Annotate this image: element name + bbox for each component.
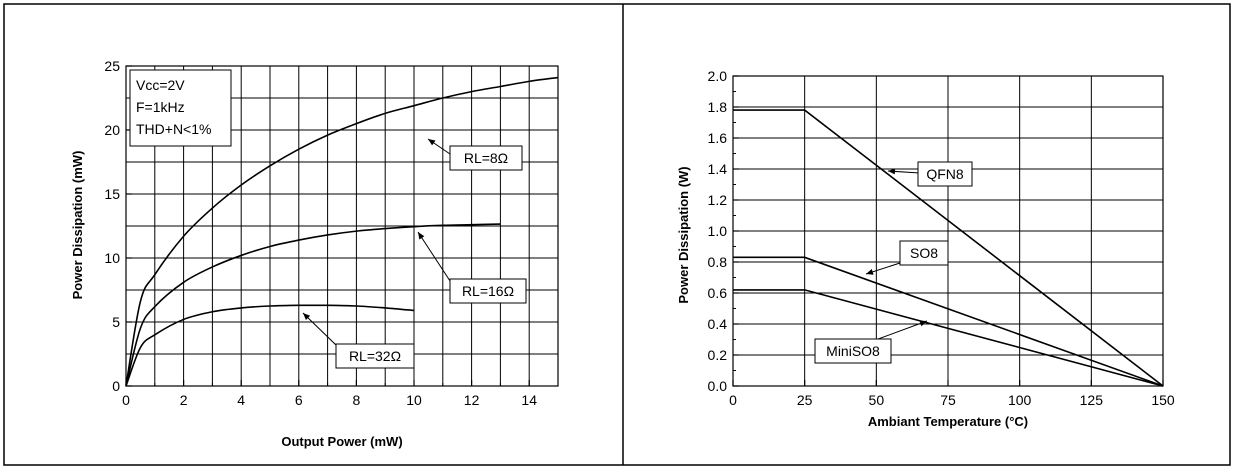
series-label-arrow-rl-32 (302, 312, 337, 346)
series-label-arrow-rl-16 (417, 231, 453, 285)
left-chart-y-tick-label: 25 (104, 58, 120, 74)
right-chart-y-tick-label: 0.4 (708, 316, 728, 332)
series-label-arrowhead-rl-8 (428, 139, 436, 146)
series-label-so8: SO8 (910, 245, 938, 261)
right-chart-ticks: 0 25 50 75 100 125 150 0.0 0.2 0.4 0.6 0.8 1.0 1.2 1.4… (708, 68, 1175, 408)
left-chart-y-tick-label: 10 (104, 250, 120, 266)
left-chart-x-tick-label: 10 (406, 392, 422, 408)
figure-frame (3, 3, 1231, 466)
series-label-arrowhead-rl-32 (303, 313, 311, 321)
series-label-rl-16: RL=16Ω (462, 283, 514, 299)
right-chart-y-tick-label: 0.6 (708, 285, 728, 301)
series-line-qfn8 (733, 109, 1164, 387)
right-chart-x-tick-label: 50 (869, 392, 885, 408)
series-label-arrowhead-miniso8 (919, 320, 927, 327)
left-chart-x-tick-label: 2 (180, 392, 188, 408)
series-label-qfn8: QFN8 (926, 166, 964, 182)
left-chart-x-tick-label: 6 (295, 392, 303, 408)
series-label-box-rl-16 (449, 278, 527, 304)
condition-vcc: Vcc=2V (136, 77, 185, 93)
right-chart-x-tick-label: 25 (797, 392, 813, 408)
series-line-miniso8 (733, 289, 1164, 387)
right-chart-y-tick-label: 1.0 (708, 223, 728, 239)
left-chart-y-tick-label: 0 (112, 378, 120, 394)
left-chart-y-tick-label: 20 (104, 122, 120, 138)
left-chart-y-axis-title: Power Dissipation (mW) (70, 151, 85, 300)
right-chart-x-tick-label: 75 (940, 392, 956, 408)
left-chart-y-tick-label: 15 (104, 186, 120, 202)
right-chart-annotations: QFN8 SO8 MiniSO8 (814, 161, 973, 364)
series-label-rl-32: RL=32Ω (349, 348, 401, 364)
series-label-miniso8: MiniSO8 (826, 343, 880, 359)
left-chart-x-tick-label: 12 (464, 392, 480, 408)
left-chart-x-tick-label: 0 (122, 392, 130, 408)
series-label-rl-8: RL=8Ω (464, 150, 508, 166)
right-chart-y-tick-label: 1.4 (708, 161, 728, 177)
right-chart-x-tick-label: 125 (1080, 392, 1104, 408)
series-label-box-rl-8 (449, 145, 523, 171)
right-chart-x-tick-label: 100 (1008, 392, 1032, 408)
left-chart-x-tick-label: 4 (237, 392, 245, 408)
series-label-box-rl-32 (335, 343, 415, 369)
right-chart-x-tick-label: 0 (729, 392, 737, 408)
series-label-arrowhead-rl-16 (418, 232, 425, 240)
right-chart: 0 25 50 75 100 125 150 0.0 0.2 0.4 0.6 0.8 1.0 1.2 1.4… (676, 68, 1175, 429)
left-chart-x-tick-label: 8 (353, 392, 361, 408)
right-chart-y-tick-label: 0.2 (708, 347, 728, 363)
left-chart-x-axis-title: Output Power (mW) (281, 434, 402, 449)
series-line-rl-8 (125, 76, 559, 387)
condition-thd: THD+N<1% (136, 121, 211, 137)
condition-frequency: F=1kHz (136, 99, 185, 115)
left-chart-series (125, 76, 559, 387)
series-line-rl-32 (125, 304, 415, 387)
series-line-so8 (733, 256, 1164, 387)
left-chart-y-tick-label: 5 (112, 314, 120, 330)
right-chart-y-tick-label: 1.2 (708, 192, 728, 208)
right-chart-y-tick-label: 1.8 (708, 99, 728, 115)
right-chart-y-tick-label: 0.8 (708, 254, 728, 270)
right-chart-x-axis-title: Ambiant Temperature (°C) (868, 414, 1028, 429)
right-chart-y-tick-label: 2.0 (708, 68, 728, 84)
series-label-arrowhead-qfn8 (888, 168, 896, 175)
left-chart-annotations: RL=8Ω RL=16Ω RL=32Ω (302, 138, 527, 369)
series-label-box-so8 (899, 240, 949, 266)
right-chart-x-tick-label: 150 (1151, 392, 1175, 408)
right-chart-y-axis-title: Power Dissipation (W) (676, 166, 691, 303)
right-chart-y-tick-label: 1.6 (708, 130, 728, 146)
right-chart-y-tick-label: 0.0 (708, 378, 728, 394)
left-chart-x-tick-label: 14 (521, 392, 537, 408)
right-chart-grid (733, 76, 1163, 386)
series-label-arrowhead-so8 (866, 268, 874, 275)
series-label-box-qfn8 (917, 161, 973, 187)
left-chart-ticks: 0 2 4 6 8 10 12 14 0 5 10 15 20 25 (104, 58, 559, 408)
right-chart-series (733, 109, 1164, 387)
conditions-box-frame (129, 69, 232, 147)
left-chart-conditions-box: Vcc=2V F=1kHz THD+N<1% (129, 69, 232, 147)
series-line-rl-16 (125, 223, 501, 387)
left-chart-plot-frame (125, 65, 559, 387)
series-label-box-miniso8 (814, 338, 892, 364)
